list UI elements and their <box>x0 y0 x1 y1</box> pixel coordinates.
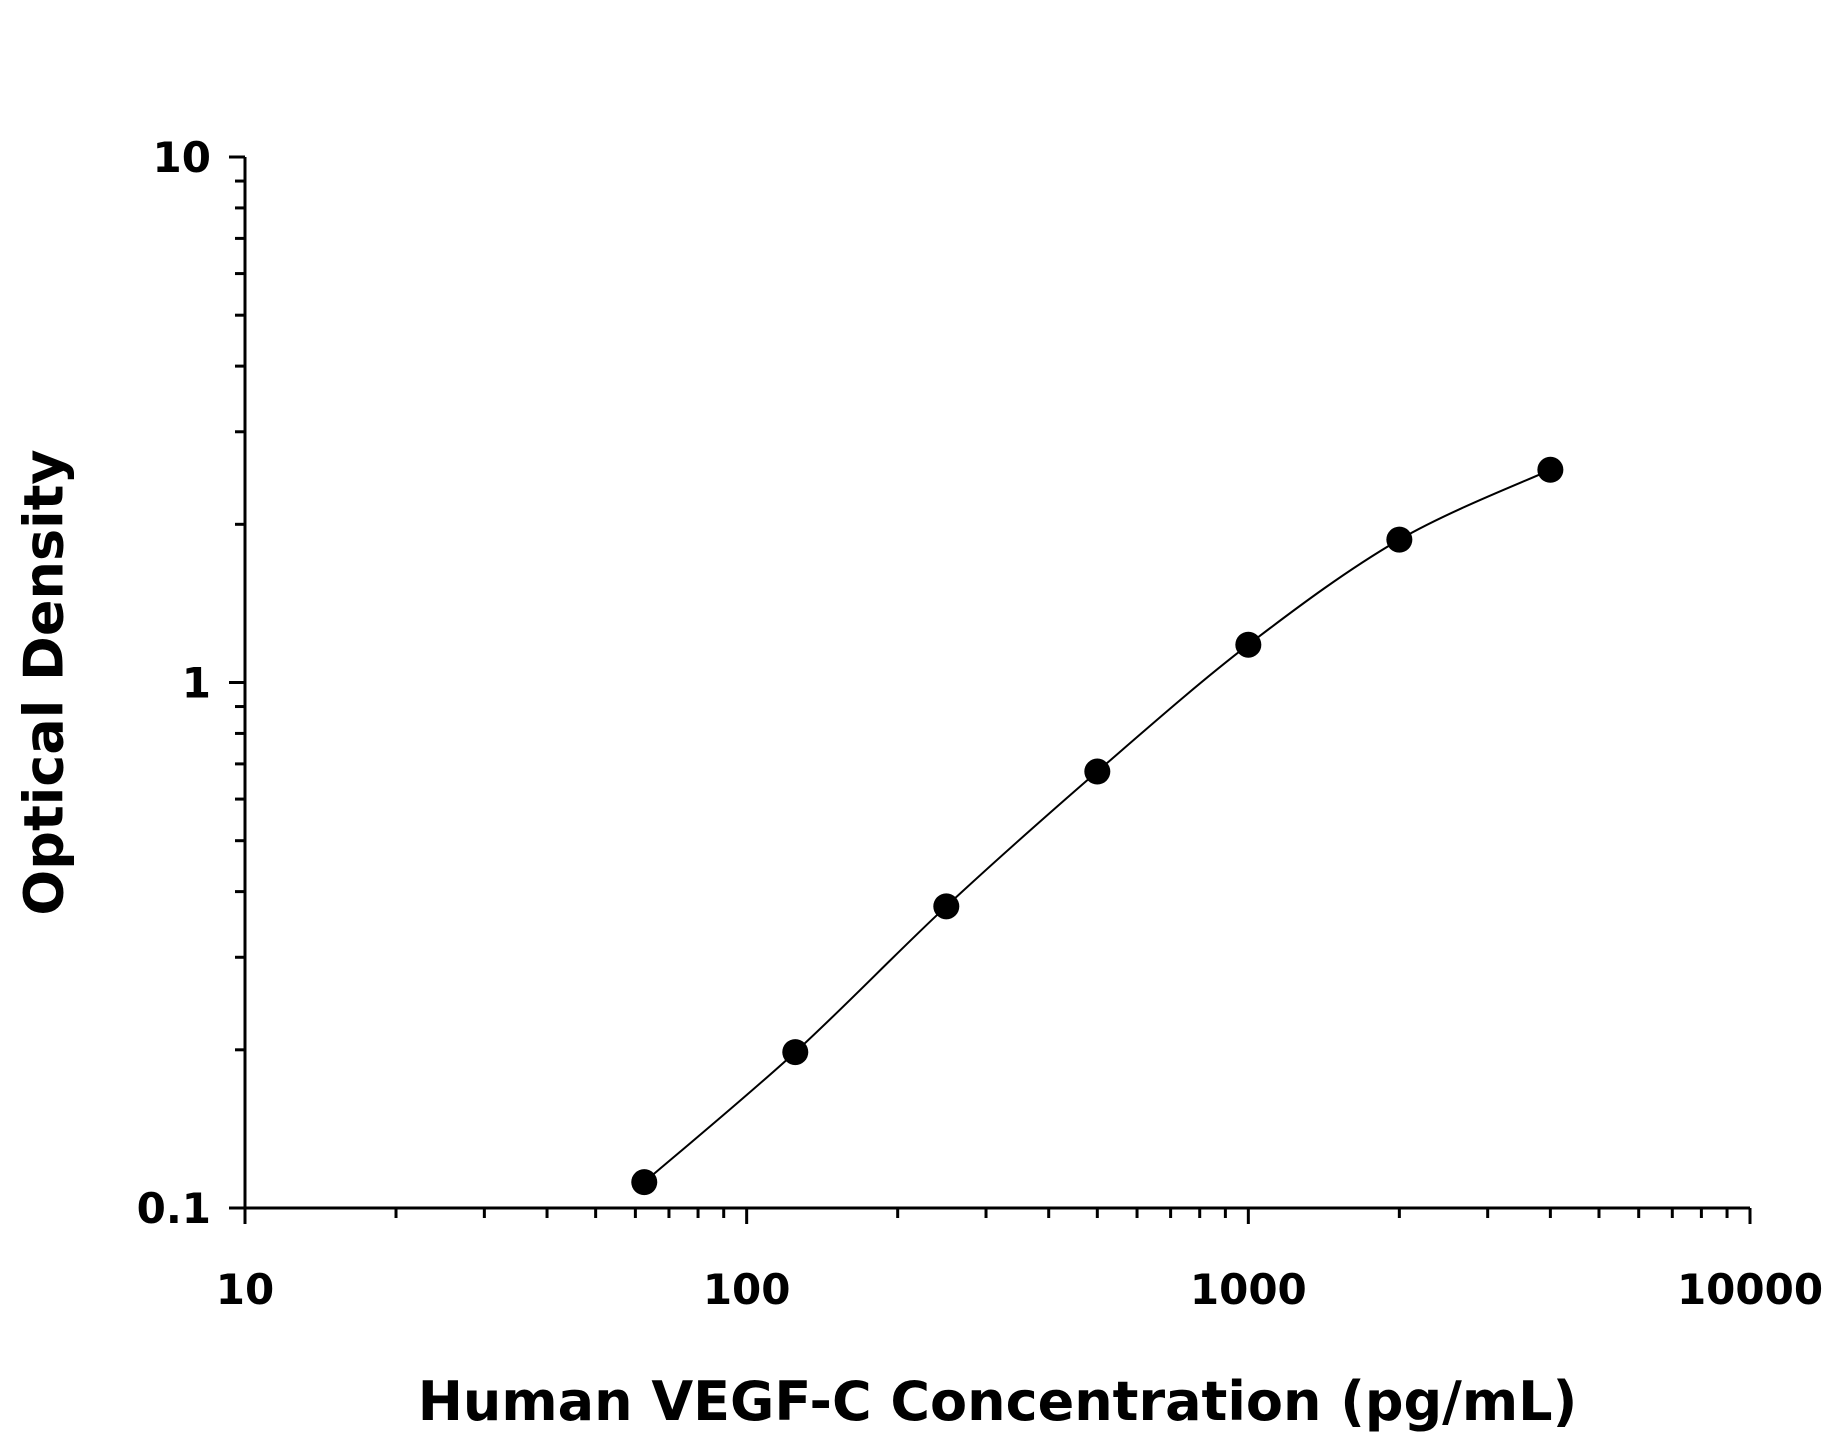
data-points <box>631 456 1564 1196</box>
data-point <box>933 893 960 920</box>
data-point <box>1386 526 1413 553</box>
x-axis-title: Human VEGF-C Concentration (pg/mL) <box>418 1370 1578 1433</box>
x-tick-label: 10000 <box>1677 1265 1823 1314</box>
data-point <box>631 1169 658 1196</box>
y-axis-title: Optical Density <box>13 449 76 915</box>
x-axis-ticks <box>243 1208 1752 1224</box>
y-axis-ticks <box>229 155 245 1210</box>
x-tick-label: 1000 <box>1190 1265 1307 1314</box>
y-tick-label: 10 <box>153 133 211 182</box>
y-tick-label: 0.1 <box>137 1184 211 1233</box>
y-axis-tick-labels: 0.1 1 10 <box>137 133 211 1233</box>
axes <box>243 157 1750 1210</box>
fit-curve <box>643 468 1551 1183</box>
x-tick-label: 10 <box>216 1265 274 1314</box>
data-point <box>1235 631 1262 658</box>
data-point <box>1084 758 1111 785</box>
data-point <box>1537 456 1564 483</box>
x-tick-label: 100 <box>703 1265 791 1314</box>
y-tick-label: 1 <box>182 659 211 708</box>
x-axis-tick-labels: 10 100 1000 10000 <box>216 1265 1823 1314</box>
data-point <box>782 1039 809 1066</box>
